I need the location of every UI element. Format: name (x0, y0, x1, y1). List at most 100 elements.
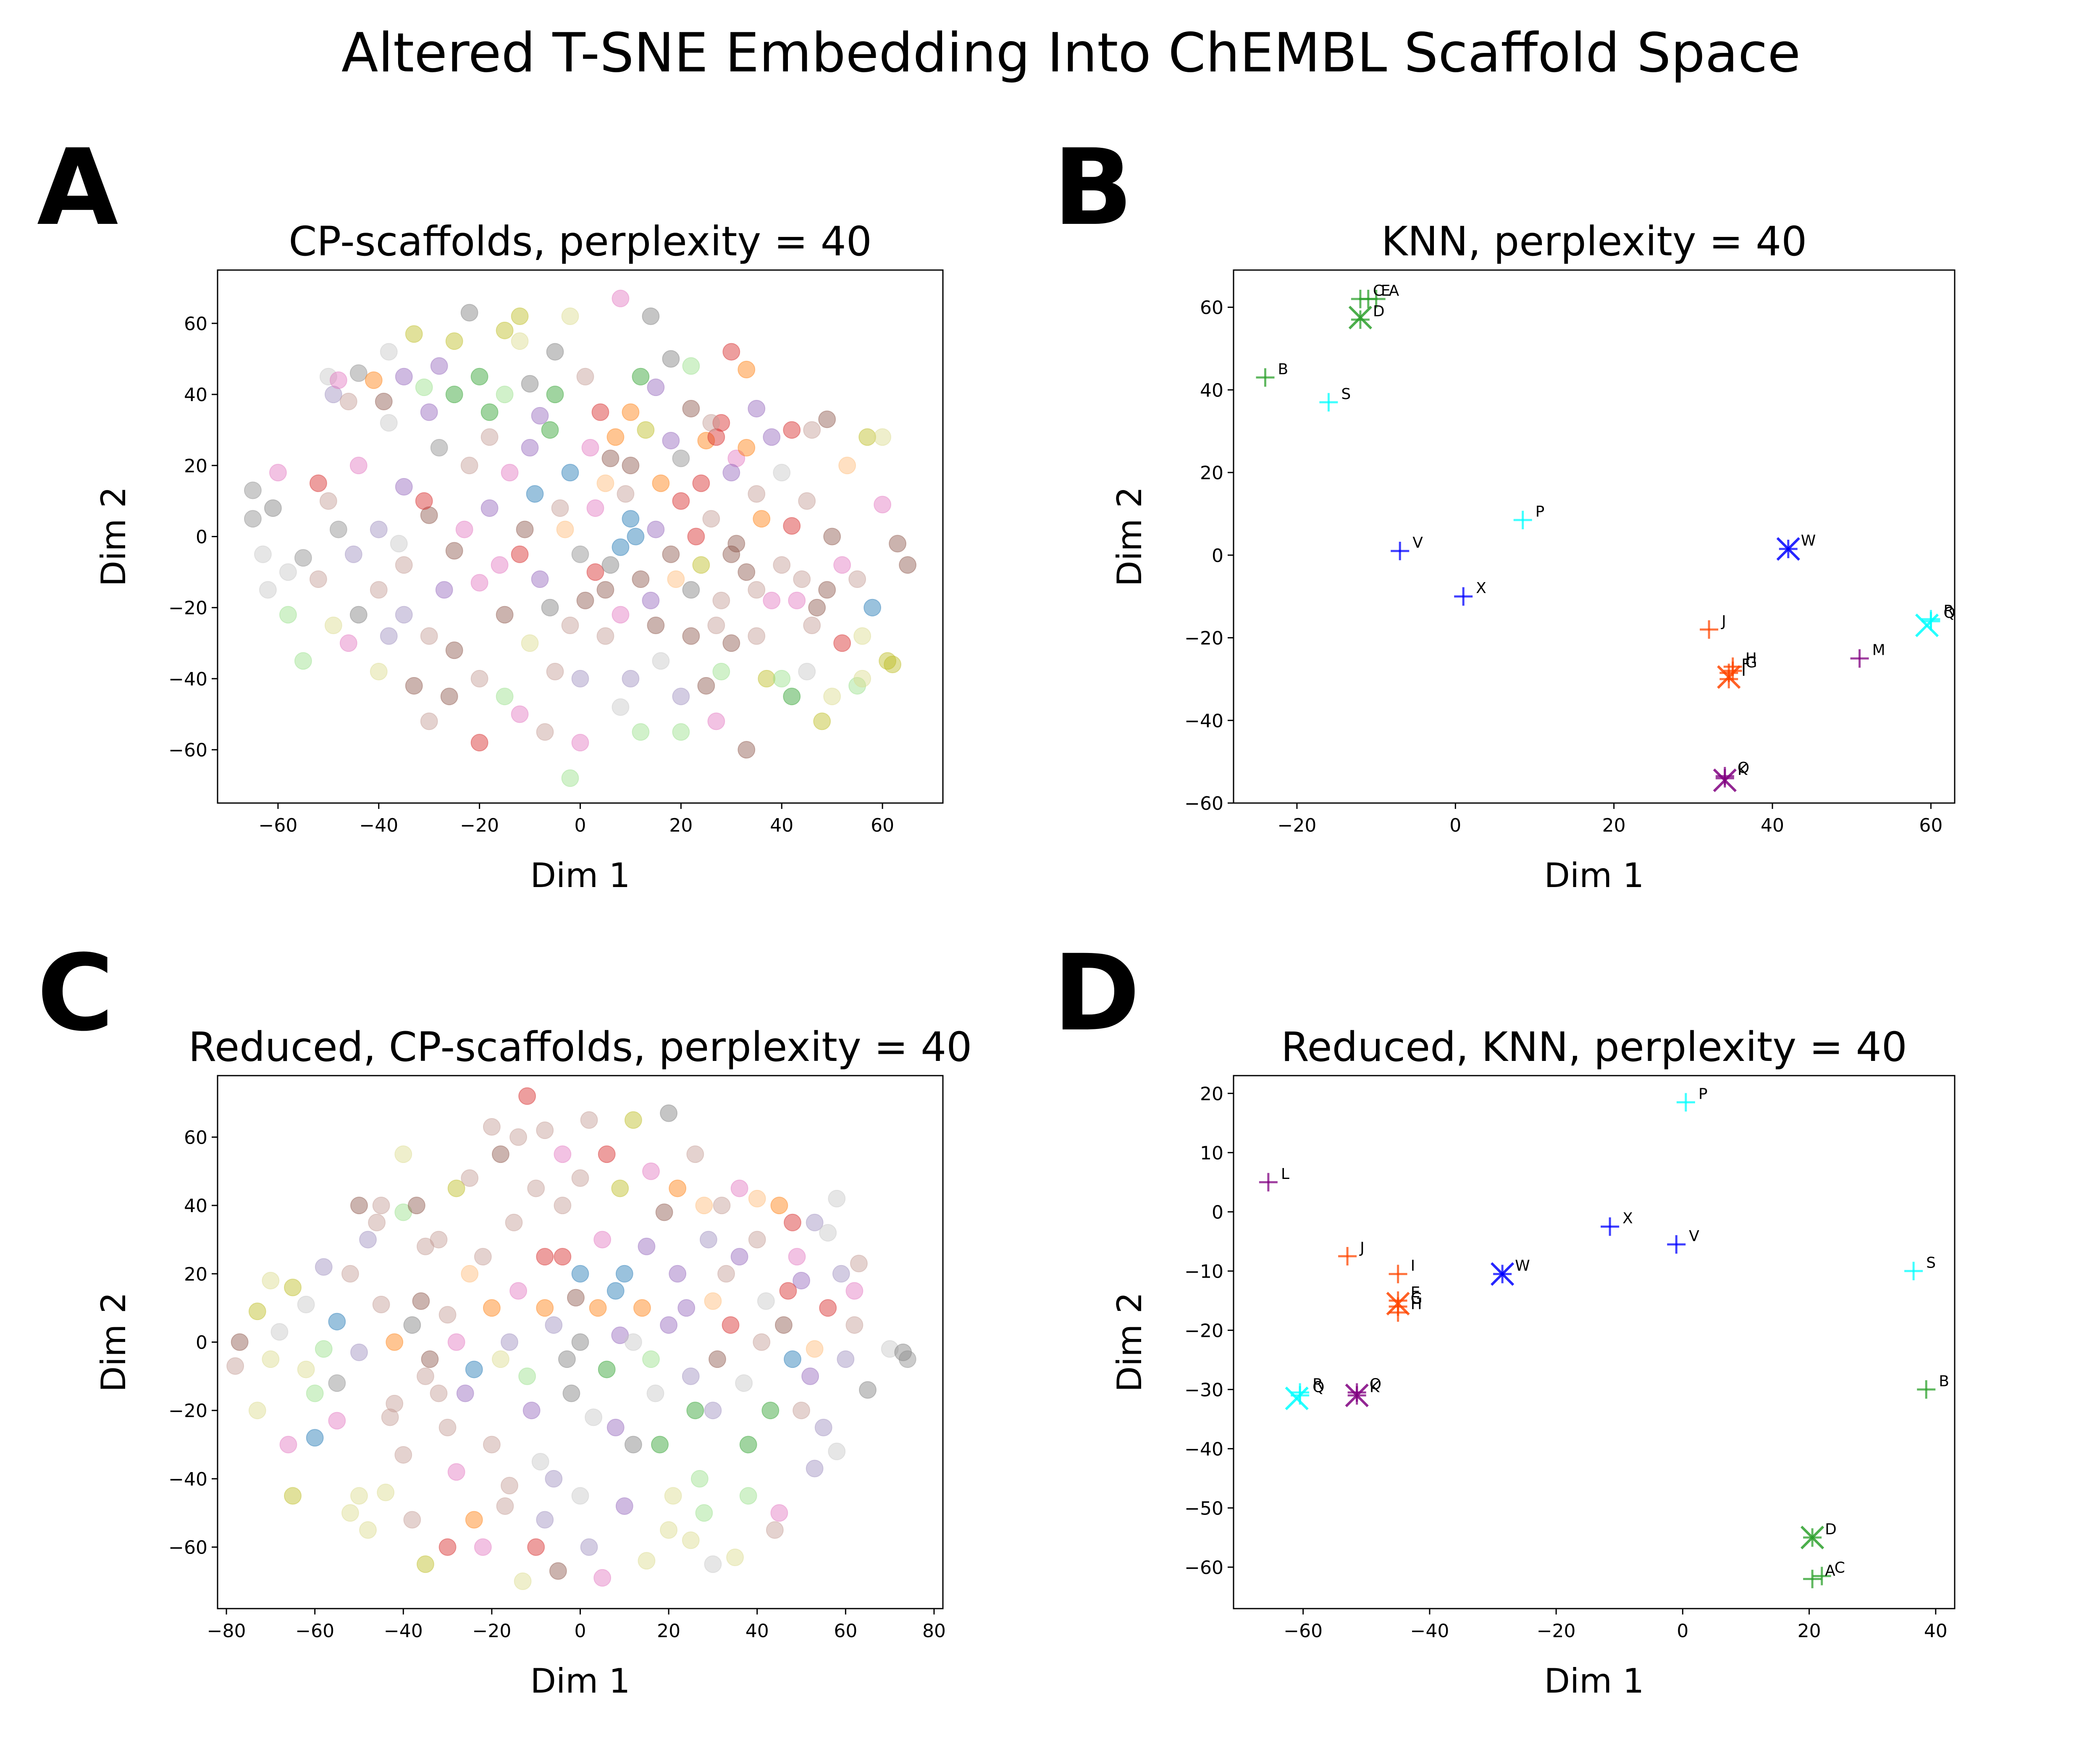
scatter-point (561, 769, 579, 787)
point-label: F (1741, 656, 1750, 673)
scatter-point (770, 1504, 788, 1522)
scatter-point (501, 464, 519, 482)
knn-point-marker (1389, 1265, 1407, 1284)
scatter-point (315, 1258, 333, 1276)
scatter-point (527, 1179, 545, 1197)
scatter-point (672, 723, 690, 741)
knn-point-marker (1667, 1235, 1686, 1254)
scatter-point (624, 1111, 642, 1129)
x-tick-label: 40 (746, 1620, 769, 1642)
scatter-point (580, 1111, 598, 1129)
scatter-point (707, 712, 725, 730)
scatter-point (521, 634, 539, 652)
scatter-point (801, 1367, 819, 1385)
scatter-point (415, 378, 433, 396)
y-tick-label: −40 (168, 1469, 207, 1490)
scatter-point (682, 1367, 700, 1385)
scatter-point (416, 1237, 434, 1255)
scatter-point (474, 1538, 492, 1556)
x-tick-label: 40 (1761, 815, 1784, 836)
point-label: B (1939, 1373, 1949, 1390)
scatter-point (699, 1231, 717, 1249)
scatter-point (430, 439, 448, 457)
axes-frame (217, 1075, 944, 1609)
scatter-point (612, 698, 630, 716)
knn-point-marker (1803, 1528, 1822, 1547)
scatter-point (808, 598, 826, 617)
scatter-point (339, 634, 357, 652)
scatter-point (470, 734, 488, 752)
scatter-point (601, 449, 620, 467)
scatter-point (672, 449, 690, 467)
scatter-point (259, 581, 277, 599)
point-label: C (1835, 1559, 1845, 1576)
scatter-point (660, 1104, 678, 1122)
y-tick-label: 40 (1200, 380, 1223, 401)
x-tick-label: 0 (575, 1620, 586, 1642)
scatter-point (632, 368, 650, 386)
scatter-point (509, 1282, 528, 1300)
scatter-point (294, 652, 312, 670)
scatter-point (430, 1231, 448, 1249)
scatter-point (465, 1360, 483, 1378)
y-tick-label: 60 (184, 313, 207, 335)
scatter-point (571, 1333, 589, 1351)
scatter-point (370, 520, 388, 538)
scatter-point (848, 570, 866, 588)
y-tick-label: 40 (184, 384, 207, 406)
scatter-point (306, 1429, 324, 1447)
scatter-point (440, 688, 458, 706)
knn-point-marker (1779, 540, 1798, 559)
point-label: G (1411, 1290, 1423, 1307)
scatter-point (546, 343, 564, 361)
scatter-point (647, 520, 665, 538)
scatter-point (850, 1255, 868, 1273)
point-label: G (1746, 654, 1757, 671)
y-tick-label: −20 (168, 1400, 207, 1422)
scatter-point (748, 627, 766, 645)
scatter-point (712, 591, 730, 609)
scatter-point (297, 1360, 315, 1378)
scatter-point (381, 1408, 399, 1426)
scatter-point (380, 414, 398, 432)
x-tick-label: −20 (1537, 1620, 1576, 1642)
scatter-point (612, 538, 630, 556)
scatter-point (692, 556, 710, 574)
scatter-point (405, 325, 423, 343)
y-tick-label: 0 (196, 1332, 207, 1354)
y-tick-label: −40 (1184, 710, 1223, 732)
scatter-point (682, 627, 700, 645)
y-tick-label: 20 (1200, 1083, 1223, 1105)
scatter-point (329, 520, 347, 538)
knn-point-marker (1922, 612, 1940, 631)
knn-point-marker (1917, 1380, 1936, 1399)
scatter-point (695, 1504, 713, 1522)
y-ticks: −60 −50 −40 −30 −20 −10 0 10 20 (1184, 1083, 1234, 1578)
scatter-point (783, 421, 801, 439)
scatter-point (823, 528, 841, 546)
scatter-point (365, 371, 383, 389)
scatter-point (596, 474, 614, 492)
scatter-point (319, 492, 337, 510)
scatter-point (521, 439, 539, 457)
y-tick-label: 10 (1200, 1142, 1223, 1164)
scatter-point (571, 1487, 589, 1505)
scatter-point (894, 1343, 912, 1361)
scatter-point (763, 428, 781, 446)
scatter-point (739, 1487, 757, 1505)
scatter-point (748, 1231, 766, 1249)
scatter-point (770, 1197, 788, 1215)
x-ticks: −60 −40 −20 0 20 40 (1284, 1609, 1948, 1642)
scatter-point (899, 556, 917, 574)
scatter-point (818, 581, 836, 599)
scatter-point (567, 1289, 585, 1307)
scatter-point (774, 1316, 793, 1334)
knn-point-marker (1700, 620, 1719, 639)
y-tick-label: −20 (1184, 1320, 1223, 1341)
scatter-point (561, 617, 579, 634)
knn-point-marker (1850, 649, 1869, 668)
knn-point-marker (1812, 1567, 1831, 1586)
scatter-point (662, 545, 680, 563)
scatter-point (496, 321, 514, 339)
